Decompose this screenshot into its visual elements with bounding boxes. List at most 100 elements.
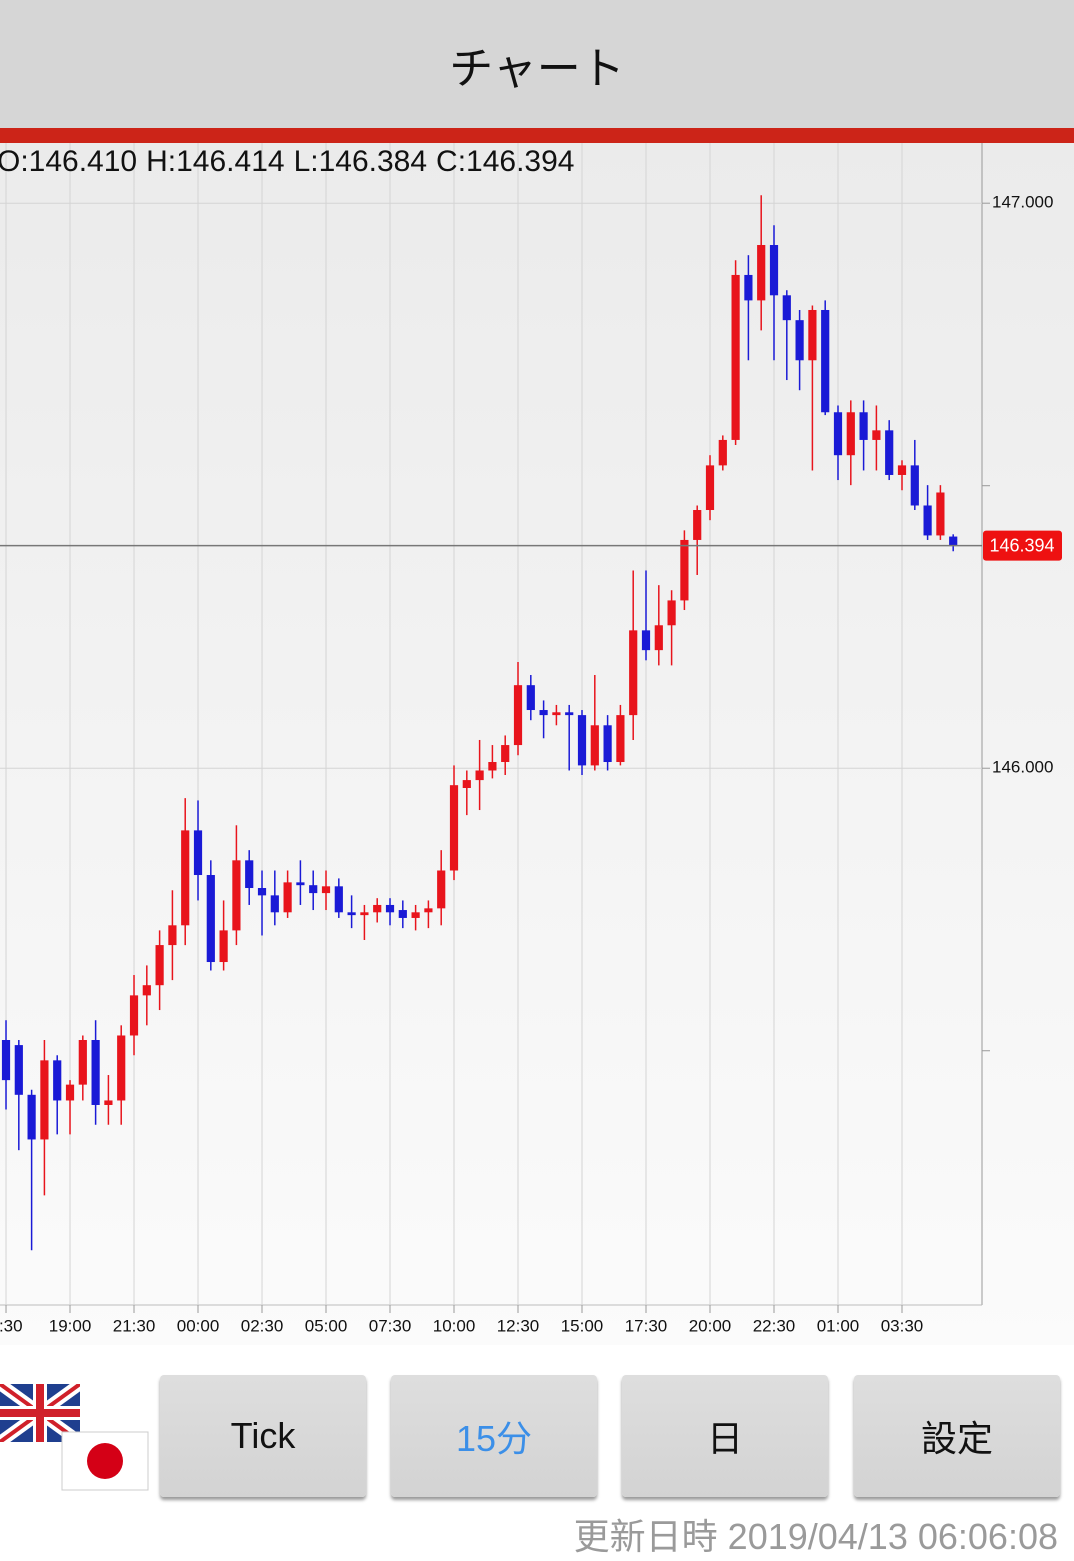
update-time: 更新日時 2019/04/13 06:06:08 [573,1516,1058,1557]
last-price-box [983,530,1062,561]
candle-body [449,785,459,871]
x-tick-label: 07:30 [369,1316,412,1335]
candle-body [910,465,919,506]
candle-body [104,1100,113,1105]
candle-body [27,1094,36,1140]
candle-body [283,882,292,913]
ohlc-value: O:146.410 [0,145,137,178]
settings-button[interactable]: 設定 [854,1375,1060,1497]
candle-body [526,685,535,711]
x-tick-label: 22:30 [753,1316,796,1335]
candle-body [795,320,804,361]
x-tick-label: 02:30 [241,1316,284,1335]
x-tick-label: 01:00 [817,1316,860,1335]
candle-body [833,412,843,456]
candle-body [654,625,663,651]
candle-body [245,860,254,889]
tick-button[interactable]: Tick [160,1375,366,1497]
day-button[interactable]: 日 [622,1375,828,1497]
candle-body [78,1040,87,1085]
plot: 6:30 19:00 21:30 00:00 02:30 05:00 07:30 10:00 1… [0,143,1062,1335]
candle-body [424,908,433,913]
candle-body [629,630,638,716]
candle-body [488,762,497,771]
chart-background [0,143,1074,1345]
candle-body [334,886,343,913]
candle-body [219,930,228,963]
candle-body [257,888,267,896]
candle-body [744,274,753,301]
candle-body [14,1045,23,1095]
candle-body [769,245,779,296]
candle-body [398,910,407,918]
candle-body [91,1040,100,1105]
candle-body [757,245,766,301]
x-tick-label: 21:30 [113,1316,156,1335]
candle-body [936,492,945,536]
candle-body [565,712,574,716]
x-tick-label: 6:30 [0,1316,23,1335]
candle-body [782,295,791,321]
x-tick-label: 03:30 [881,1316,924,1335]
last-price-label: 146.394 [989,535,1054,555]
candle-body [603,725,612,763]
candle-body [718,439,727,466]
x-tick-label: 12:30 [497,1316,540,1335]
candle-body [117,1035,126,1101]
candle-body [501,745,510,763]
candle-body [193,830,203,876]
x-tick-label: 19:00 [49,1316,92,1335]
candle-body [462,780,471,789]
candle-body [53,1060,62,1101]
x-tick-label: 05:00 [305,1316,348,1335]
candle-body [385,904,395,913]
ohlc-summary: O:146.410 H:146.414 L:146.384 C:146.394 [0,145,575,178]
candle-body [270,895,279,913]
candle-body [680,539,689,601]
accent-bar [0,128,1074,143]
candle-body [181,830,190,926]
x-tick-label: 15:00 [561,1316,604,1335]
candle-body [693,510,702,540]
x-tick-label: 17:30 [625,1316,668,1335]
header-bar [0,0,1074,128]
ohlc-value: C:146.394 [436,145,574,178]
candle-body [437,870,446,909]
candle-body [65,1084,75,1101]
candle-body [129,995,139,1036]
candle-body [846,412,855,456]
candle-body [360,912,369,916]
candle-body [577,715,587,766]
y-tick-label: 146.000 [992,758,1053,777]
candle-body [552,712,561,716]
candle-body [808,309,817,361]
candle-body [513,685,523,746]
currency-flags [0,1384,149,1491]
candle-body [321,886,331,894]
candle-body [309,885,318,894]
candle-body [885,430,894,475]
candle-body [347,912,356,916]
candle-body [411,912,420,918]
candle-body [206,875,215,963]
x-tick-label: 00:00 [177,1316,220,1335]
ohlc-value: H:146.414 [146,145,284,178]
screen-title: チャート [449,45,625,94]
ohlc-value: L:146.384 [294,145,427,178]
candle-body [731,274,740,440]
y-tick-label: 147.000 [992,193,1053,212]
candle-body [859,412,868,440]
candle-body [897,465,907,475]
candle-body [667,600,676,626]
candle-body [142,985,151,996]
candle-body [872,430,881,440]
candle-body [168,925,177,946]
candle-body [1,1040,11,1081]
candle-body [821,309,830,413]
15min-button[interactable]: 15分 [391,1375,597,1497]
candle-body [155,945,164,986]
candle-body [373,904,382,913]
candle-body [590,725,599,766]
